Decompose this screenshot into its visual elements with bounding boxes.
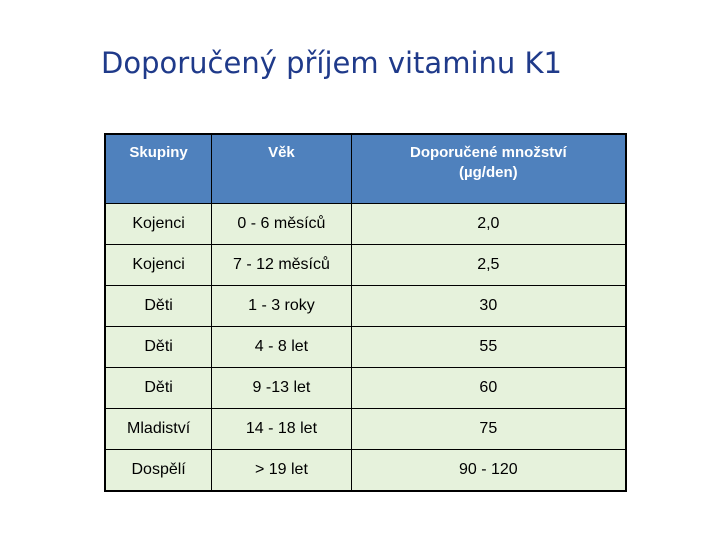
cell-age: 1 - 3 roky bbox=[211, 284, 352, 327]
cell-amount: 30 bbox=[350, 284, 627, 327]
cell-amount: 2,0 bbox=[350, 202, 627, 245]
header-unit: (µg/den) bbox=[459, 164, 518, 181]
table-row: Děti 1 - 3 roky 30 bbox=[104, 284, 627, 327]
page-title: Doporučený příjem vitaminu K1 bbox=[101, 46, 562, 80]
cell-age: > 19 let bbox=[211, 448, 352, 491]
header-mnozstvi-label: Doporučené množství bbox=[409, 144, 567, 161]
vitamin-k1-table: Skupiny Věk Doporučené množství (µg/den) … bbox=[104, 133, 627, 492]
cell-group: Kojenci bbox=[104, 243, 213, 286]
cell-age: 4 - 8 let bbox=[211, 325, 352, 368]
header-vek: Věk bbox=[211, 133, 352, 204]
cell-amount: 55 bbox=[350, 325, 627, 368]
table-row: Mladiství 14 - 18 let 75 bbox=[104, 407, 627, 450]
cell-group: Děti bbox=[104, 325, 213, 368]
cell-amount: 75 bbox=[350, 407, 627, 450]
cell-amount: 2,5 bbox=[350, 243, 627, 286]
cell-amount: 90 - 120 bbox=[350, 448, 627, 491]
header-skupiny: Skupiny bbox=[104, 133, 213, 204]
cell-age: 9 -13 let bbox=[211, 366, 352, 409]
table-row: Kojenci 0 - 6 měsíců 2,0 bbox=[104, 202, 627, 245]
cell-group: Kojenci bbox=[104, 202, 213, 245]
table-header-row: Skupiny Věk Doporučené množství (µg/den) bbox=[104, 133, 627, 204]
header-mnozstvi: Doporučené množství (µg/den) bbox=[350, 133, 627, 204]
cell-group: Mladiství bbox=[104, 407, 213, 450]
cell-amount: 60 bbox=[350, 366, 627, 409]
table-row: Děti 4 - 8 let 55 bbox=[104, 325, 627, 368]
table-row: Dospělí > 19 let 90 - 120 bbox=[104, 448, 627, 491]
cell-group: Děti bbox=[104, 366, 213, 409]
cell-age: 14 - 18 let bbox=[211, 407, 352, 450]
cell-age: 7 - 12 měsíců bbox=[211, 243, 352, 286]
cell-group: Dospělí bbox=[104, 448, 213, 491]
table-row: Děti 9 -13 let 60 bbox=[104, 366, 627, 409]
cell-group: Děti bbox=[104, 284, 213, 327]
cell-age: 0 - 6 měsíců bbox=[211, 202, 352, 245]
table-row: Kojenci 7 - 12 měsíců 2,5 bbox=[104, 243, 627, 286]
